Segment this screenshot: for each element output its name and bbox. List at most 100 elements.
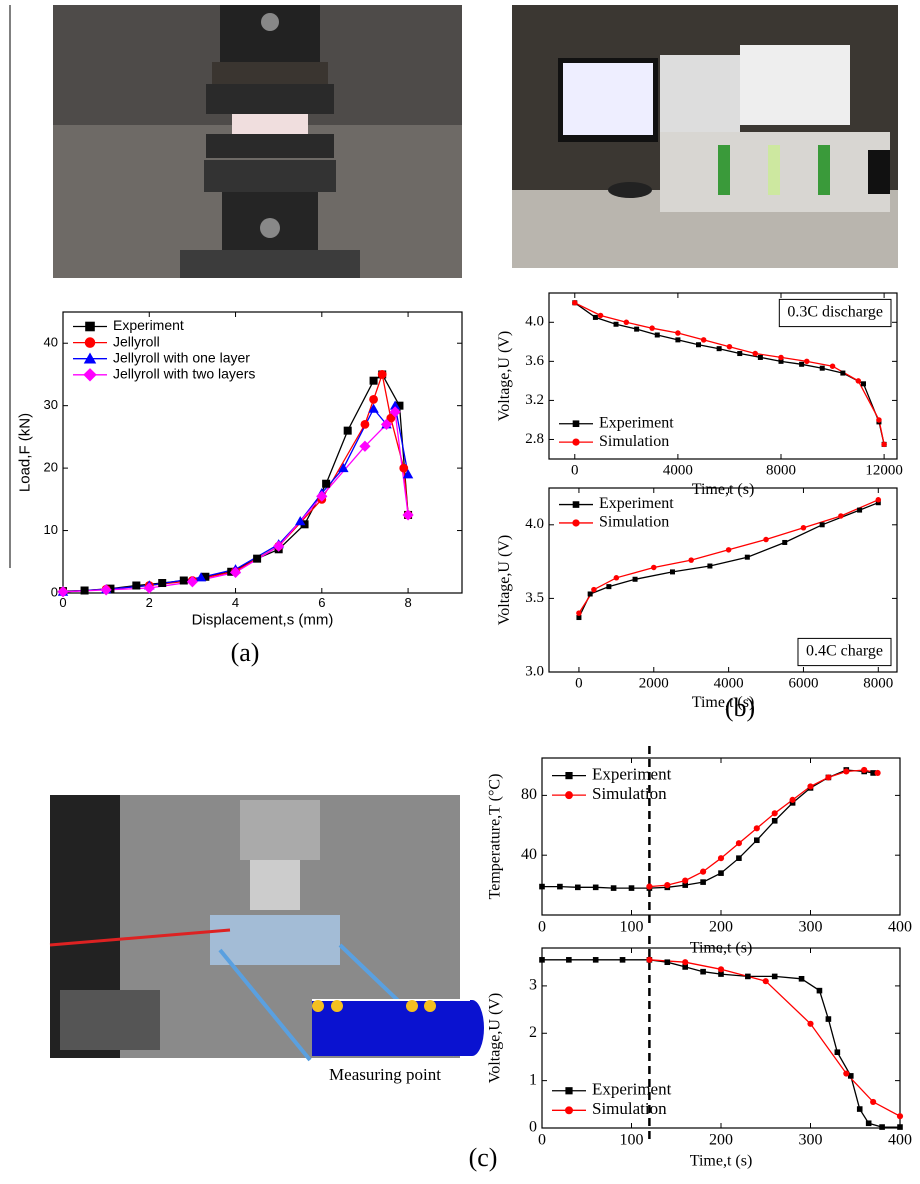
plot-frame [62, 311, 463, 594]
marker [707, 563, 713, 569]
marker [725, 547, 732, 553]
marker [807, 1020, 814, 1027]
marker [572, 501, 580, 508]
legend-label: Experiment [599, 414, 674, 431]
marker [597, 312, 604, 319]
marker [870, 1098, 877, 1106]
y-tick-label: 30 [44, 397, 58, 412]
photo-caption: Measuring point [329, 1065, 441, 1084]
marker [843, 1070, 850, 1077]
marker [576, 610, 582, 616]
marker [84, 337, 96, 348]
marker [100, 584, 112, 596]
marker [646, 883, 653, 890]
marker [399, 463, 409, 473]
marker [229, 566, 242, 578]
marker [717, 966, 725, 973]
plot-frame [548, 292, 898, 460]
x-tick-label: 4 [232, 595, 239, 610]
y-tick-label: 80 [521, 786, 537, 803]
annotation-box [778, 298, 892, 328]
marker [752, 350, 758, 357]
marker [856, 1106, 863, 1112]
marker [664, 959, 671, 966]
y-tick-label: 3.5 [525, 590, 544, 606]
legend-label: Simulation [599, 433, 669, 450]
y-tick-label: 2 [529, 1024, 537, 1041]
marker [753, 825, 760, 832]
marker [369, 376, 378, 385]
marker [253, 554, 262, 563]
marker [395, 401, 404, 410]
x-tick-label: 8000 [766, 462, 796, 478]
marker [368, 403, 379, 413]
panel-label: (b) [725, 693, 755, 722]
y-tick-label: 40 [521, 846, 537, 863]
marker [735, 840, 742, 847]
marker [819, 522, 825, 528]
panel-label: (c) [469, 1143, 498, 1172]
marker [389, 400, 401, 410]
marker [700, 879, 706, 885]
marker [700, 337, 707, 343]
x-tick-label: 8 [404, 595, 411, 610]
marker [143, 582, 155, 594]
marker [628, 885, 635, 891]
marker [804, 358, 810, 365]
marker [623, 319, 630, 326]
marker [688, 557, 694, 563]
marker [881, 441, 887, 448]
marker [80, 586, 89, 595]
marker [876, 417, 882, 423]
marker [565, 1106, 573, 1115]
marker [763, 536, 769, 543]
marker [744, 554, 750, 560]
marker [402, 509, 414, 521]
marker [682, 882, 688, 888]
legend-label: Jellyroll with one layer [113, 349, 250, 365]
legend-label: Simulation [599, 514, 669, 531]
y-tick-label: 1 [529, 1071, 537, 1088]
marker [757, 354, 763, 360]
marker [675, 337, 681, 343]
series-line [62, 403, 409, 593]
marker [782, 539, 788, 545]
marker [539, 883, 545, 890]
marker [879, 1124, 885, 1130]
marker [716, 346, 722, 352]
legend-label: Jellyroll with two layers [113, 365, 255, 381]
marker [860, 381, 866, 387]
marker [316, 490, 328, 502]
marker [591, 586, 597, 593]
series-line [578, 499, 879, 614]
marker [875, 497, 882, 503]
x-tick-label: 0 [538, 918, 546, 935]
x-tick-label: 0 [575, 675, 583, 691]
marker [377, 370, 387, 379]
marker [343, 426, 352, 435]
marker [565, 771, 573, 780]
marker [539, 957, 545, 963]
marker [825, 774, 832, 781]
marker [132, 581, 141, 590]
marker [754, 837, 760, 844]
x-tick-label: 200 [709, 1131, 733, 1148]
marker [610, 885, 617, 891]
x-tick-label: 300 [799, 1131, 823, 1148]
marker [717, 855, 725, 862]
marker [386, 413, 396, 423]
marker [700, 868, 707, 875]
marker [613, 321, 619, 327]
marker [57, 586, 69, 598]
y-axis-label: Voltage,U (V) [486, 993, 503, 1083]
marker [855, 378, 862, 384]
legend-label: Experiment [592, 765, 672, 784]
marker [186, 576, 199, 588]
photo-compression [53, 5, 462, 278]
marker [83, 368, 97, 382]
y-axis-label: Temperature,T (°C) [486, 774, 503, 900]
marker [557, 883, 563, 890]
x-tick-label: 12000 [865, 462, 903, 478]
marker [389, 406, 401, 418]
